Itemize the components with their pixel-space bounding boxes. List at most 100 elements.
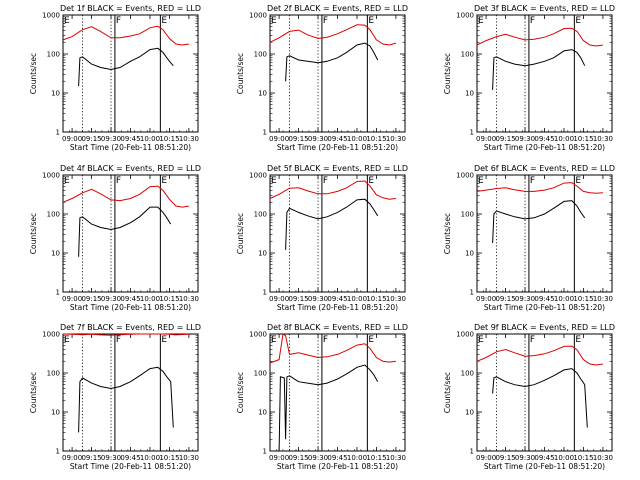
y-tick-label: 1 bbox=[263, 129, 267, 137]
y-tick-label: 10 bbox=[465, 409, 474, 417]
x-tick-label: 10:00 bbox=[554, 295, 574, 303]
y-axis-label: Counts/sec bbox=[236, 372, 245, 413]
marker-label: E bbox=[271, 176, 277, 186]
plot-frame bbox=[476, 14, 613, 133]
y-tick-label: 1000 bbox=[249, 172, 267, 180]
x-tick-label: 10:00 bbox=[140, 295, 160, 303]
detector-panel: Det 4f BLACK = Events, RED = LLD 1 10 100 10… bbox=[29, 164, 201, 312]
lld-rate-line bbox=[269, 333, 396, 364]
y-tick-label: 10 bbox=[258, 90, 267, 98]
lld-rate-line bbox=[62, 25, 189, 46]
y-tick-label: 10 bbox=[258, 250, 267, 258]
x-tick-label: 10:30 bbox=[179, 135, 199, 143]
x-tick-label: 09:45 bbox=[120, 454, 140, 462]
panel-title: Det 2f BLACK = Events, RED = LLD bbox=[267, 4, 408, 13]
marker-label: F bbox=[323, 16, 328, 26]
lld-rate-line bbox=[269, 24, 397, 46]
x-tick-label: 09:00 bbox=[476, 135, 496, 143]
x-tick-label: 09:45 bbox=[327, 454, 347, 462]
x-tick-label: 09:15 bbox=[288, 295, 308, 303]
y-axis-label: Counts/sec bbox=[443, 372, 452, 413]
x-tick-label: 10:00 bbox=[347, 295, 367, 303]
x-tick-label: 09:30 bbox=[308, 135, 328, 143]
x-tick-label: 10:15 bbox=[366, 295, 386, 303]
y-tick-label: 10 bbox=[51, 409, 60, 417]
marker-label: F bbox=[530, 335, 535, 345]
detector-panel: Det 9f BLACK = Events, RED = LLD 1 10 100 10… bbox=[443, 323, 615, 471]
detector-panel: Det 1f BLACK = Events, RED = LLD 1 10 100 10… bbox=[29, 4, 201, 152]
plot-frame bbox=[62, 14, 199, 133]
x-tick-label: 09:15 bbox=[288, 454, 308, 462]
x-tick-label: 09:30 bbox=[308, 295, 328, 303]
y-tick-label: 100 bbox=[47, 211, 60, 219]
marker-label: E bbox=[64, 16, 70, 26]
x-tick-label: 09:00 bbox=[62, 135, 82, 143]
marker-label: F bbox=[323, 335, 328, 345]
x-tick-label: 10:00 bbox=[347, 135, 367, 143]
marker-label: F bbox=[530, 16, 535, 26]
x-tick-label: 10:30 bbox=[386, 295, 406, 303]
y-tick-label: 100 bbox=[254, 51, 267, 59]
y-tick-label: 1000 bbox=[42, 12, 60, 20]
panel-title: Det 4f BLACK = Events, RED = LLD bbox=[60, 164, 201, 173]
x-tick-label: 09:30 bbox=[101, 454, 121, 462]
y-tick-label: 1000 bbox=[456, 172, 474, 180]
x-tick-label: 09:00 bbox=[269, 295, 289, 303]
lld-rate-line bbox=[476, 182, 603, 194]
x-tick-label: 09:30 bbox=[101, 295, 121, 303]
detector-panel: Det 5f BLACK = Events, RED = LLD 1 10 100 10… bbox=[236, 164, 408, 312]
plot-frame bbox=[269, 333, 406, 452]
marker-label: F bbox=[116, 16, 121, 26]
x-tick-label: 09:45 bbox=[534, 135, 554, 143]
plot-frame bbox=[269, 174, 406, 293]
panel-title: Det 3f BLACK = Events, RED = LLD bbox=[474, 4, 615, 13]
panel-title: Det 7f BLACK = Events, RED = LLD bbox=[60, 323, 201, 332]
marker-label: E bbox=[575, 335, 581, 345]
lld-rate-line bbox=[476, 345, 603, 366]
detector-panel: Det 2f BLACK = Events, RED = LLD 1 10 100 10… bbox=[236, 4, 408, 152]
panel-title: Det 1f BLACK = Events, RED = LLD bbox=[60, 4, 201, 13]
y-tick-label: 1000 bbox=[456, 12, 474, 20]
x-tick-label: 10:00 bbox=[140, 135, 160, 143]
x-tick-label: 09:30 bbox=[308, 454, 328, 462]
event-rate-line bbox=[78, 47, 174, 87]
marker-label: E bbox=[478, 176, 484, 186]
x-tick-label: 09:15 bbox=[81, 454, 101, 462]
y-tick-label: 1 bbox=[56, 289, 60, 297]
x-tick-label: 09:00 bbox=[62, 454, 82, 462]
x-tick-label: 10:00 bbox=[554, 454, 574, 462]
x-tick-label: 09:00 bbox=[476, 295, 496, 303]
x-tick-label: 09:00 bbox=[269, 135, 289, 143]
detector-panel: Det 8f BLACK = Events, RED = LLD 1 10 100 10… bbox=[236, 323, 408, 471]
x-tick-label: 09:45 bbox=[120, 295, 140, 303]
panel-title: Det 5f BLACK = Events, RED = LLD bbox=[267, 164, 408, 173]
marker-label: E bbox=[478, 335, 484, 345]
marker-label: E bbox=[161, 16, 167, 26]
event-rate-line bbox=[492, 200, 586, 244]
marker-label: E bbox=[64, 335, 70, 345]
plot-frame bbox=[62, 333, 199, 452]
event-rate-line bbox=[278, 364, 379, 452]
x-tick-label: 10:30 bbox=[593, 135, 613, 143]
x-tick-label: 09:15 bbox=[81, 295, 101, 303]
x-tick-label: 09:45 bbox=[534, 454, 554, 462]
x-tick-label: 09:00 bbox=[476, 454, 496, 462]
marker-label: E bbox=[575, 176, 581, 186]
x-tick-label: 10:15 bbox=[573, 454, 593, 462]
marker-label: E bbox=[161, 335, 167, 345]
lld-rate-line bbox=[62, 185, 189, 208]
y-tick-label: 1000 bbox=[249, 331, 267, 339]
x-tick-label: 10:30 bbox=[179, 454, 199, 462]
y-tick-label: 10 bbox=[465, 250, 474, 258]
x-axis-label: Start Time (20-Feb-11 08:51:20) bbox=[277, 303, 398, 312]
y-tick-label: 10 bbox=[465, 90, 474, 98]
x-tick-label: 09:15 bbox=[495, 454, 515, 462]
x-tick-label: 10:00 bbox=[554, 135, 574, 143]
x-tick-label: 10:30 bbox=[386, 135, 406, 143]
y-tick-label: 100 bbox=[254, 211, 267, 219]
marker-label: E bbox=[368, 335, 374, 345]
panel-title: Det 6f BLACK = Events, RED = LLD bbox=[474, 164, 615, 173]
y-tick-label: 1 bbox=[470, 448, 474, 456]
marker-label: F bbox=[116, 335, 121, 345]
